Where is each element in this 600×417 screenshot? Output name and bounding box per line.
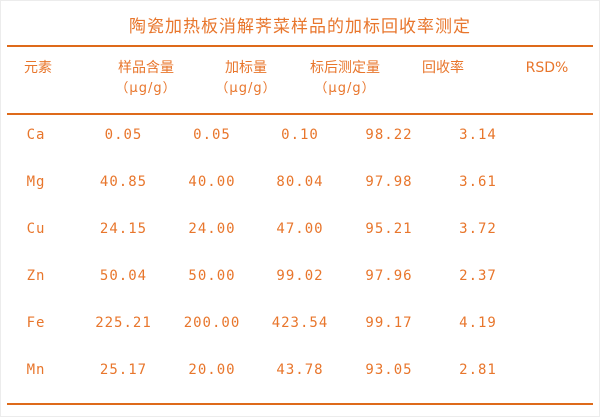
value-cell: 99.17	[365, 314, 413, 331]
column-header-sample-content: 样品含量 （μg/g）	[115, 59, 176, 98]
table-row: Ca 0.05 0.05 0.10 98.22 3.14	[1, 111, 599, 158]
column-header-label: RSD%	[525, 60, 569, 76]
column-header-label: 元素	[24, 60, 52, 76]
column-header-label: 样品含量	[118, 60, 174, 76]
column-header-spiked-amount: 加标量 （μg/g）	[215, 59, 276, 98]
table-title: 陶瓷加热板消解荠菜样品的加标回收率测定	[129, 17, 471, 37]
value-cell: 3.14	[459, 126, 497, 143]
value-cell: 99.02	[276, 267, 324, 284]
value-cell: 40.85	[99, 173, 148, 190]
table-row: Zn 50.04 50.00 99.02 97.96 2.37	[1, 252, 599, 299]
value-cell: 40.00	[188, 173, 236, 190]
element-cell: Zn	[26, 267, 46, 284]
value-cell: 423.54	[271, 314, 329, 331]
column-header-label: 加标量	[225, 60, 267, 76]
value-cell: 97.96	[365, 267, 413, 284]
divider-header	[7, 113, 593, 115]
value-cell: 2.81	[459, 361, 497, 378]
value-cell: 2.37	[459, 267, 497, 284]
divider-top	[7, 45, 593, 47]
value-cell: 50.04	[99, 267, 148, 284]
column-header-label: 标后测定量	[310, 60, 380, 76]
column-header-unit: （μg/g）	[215, 81, 277, 96]
element-cell: Ca	[26, 126, 46, 143]
element-cell: Fe	[26, 314, 46, 331]
column-header-element: 元素	[24, 59, 52, 80]
column-header-rsd: RSD%	[526, 59, 569, 77]
element-cell: Mn	[26, 361, 46, 378]
value-cell: 3.61	[459, 173, 497, 190]
value-cell: 0.05	[104, 126, 143, 143]
value-cell: 20.00	[188, 361, 236, 378]
value-cell: 93.05	[365, 361, 413, 378]
value-cell: 97.98	[365, 173, 413, 190]
value-cell: 3.72	[459, 220, 497, 237]
value-cell: 50.00	[188, 267, 236, 284]
value-cell: 200.00	[183, 314, 241, 331]
element-cell: Cu	[26, 220, 46, 237]
value-cell: 225.21	[95, 314, 152, 331]
value-cell: 24.00	[188, 220, 236, 237]
value-cell: 25.17	[99, 361, 148, 378]
value-cell: 95.21	[365, 220, 413, 237]
table-row: Mn 25.17 20.00 43.78 93.05 2.81	[1, 346, 599, 393]
value-cell: 0.10	[281, 126, 319, 143]
table-row: Cu 24.15 24.00 47.00 95.21 3.72	[1, 205, 599, 252]
element-cell: Mg	[26, 173, 46, 190]
table-row: Fe 225.21 200.00 423.54 99.17 4.19	[1, 299, 599, 346]
column-header-measured-after-spike: 标后测定量 （μg/g）	[310, 59, 380, 98]
table-body: Ca 0.05 0.05 0.10 98.22 3.14 Mg 40.85 40.00 80.04…	[1, 111, 599, 393]
value-cell: 24.15	[99, 220, 148, 237]
column-header-unit: （μg/g）	[115, 81, 177, 96]
value-cell: 43.78	[276, 361, 324, 378]
value-cell: 80.04	[276, 173, 324, 190]
divider-bottom	[7, 403, 593, 405]
value-cell: 47.00	[276, 220, 324, 237]
column-header-recovery-rate: 回收率	[422, 59, 464, 77]
column-header-unit: （μg/g）	[314, 81, 376, 96]
value-cell: 4.19	[459, 314, 497, 331]
value-cell: 0.05	[193, 126, 231, 143]
column-header-label: 回收率	[422, 60, 464, 76]
table-row: Mg 40.85 40.00 80.04 97.98 3.61	[1, 158, 599, 205]
value-cell: 98.22	[365, 126, 413, 143]
